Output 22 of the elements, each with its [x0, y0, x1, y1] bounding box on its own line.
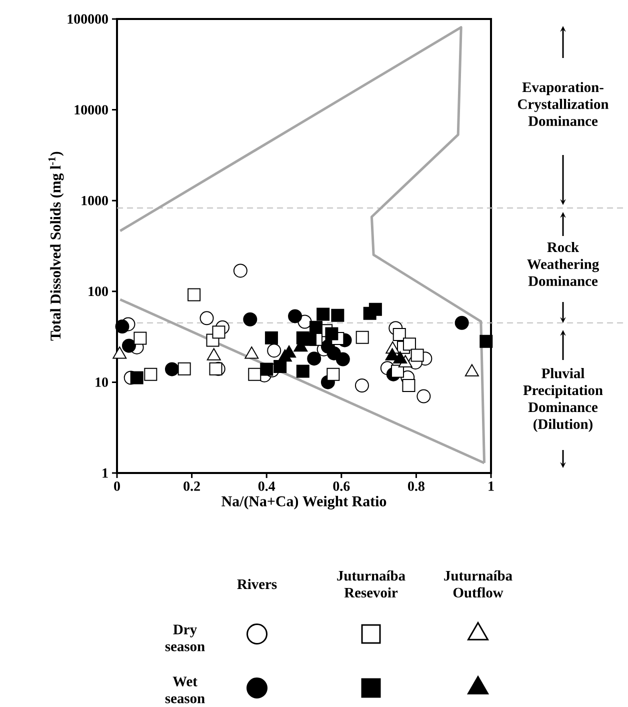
- y-tick-label: 100: [88, 286, 108, 296]
- y-tick-label: 1: [102, 468, 108, 478]
- y-axis-title: Total Dissolved Solids (mg l$^{-1}$): [48, 152, 64, 341]
- y-tick-label: 100000: [68, 14, 108, 24]
- x-axis-title: Na/(Na+Ca) Weight Ratio: [222, 496, 386, 510]
- text: Evaporation-Crystallization Dominance: [518, 82, 609, 126]
- text: Pluvial Precipitation Dominance (Dilution): [524, 368, 604, 432]
- x-tick-label: 0.2: [184, 481, 200, 491]
- x-tick-label: 0.6: [333, 481, 350, 491]
- text: Rock Weathering Dominance: [527, 242, 600, 286]
- x-tick-label: 0.4: [258, 481, 276, 491]
- x-tick-label: 0: [114, 481, 120, 491]
- x-tick-label: 1: [488, 481, 494, 491]
- y-tick-label: 10: [96, 377, 108, 387]
- text: Wet season: [166, 676, 206, 704]
- text: Rivers: [237, 578, 277, 590]
- text: Juturnaíba Resevoir: [337, 570, 406, 598]
- text: Dry season: [166, 624, 206, 652]
- y-tick-label: 1000: [82, 196, 108, 206]
- text: Juturnaíba Outflow: [444, 570, 513, 598]
- x-tick-label: 0.8: [408, 481, 425, 491]
- y-tick-label: 10000: [74, 105, 108, 115]
